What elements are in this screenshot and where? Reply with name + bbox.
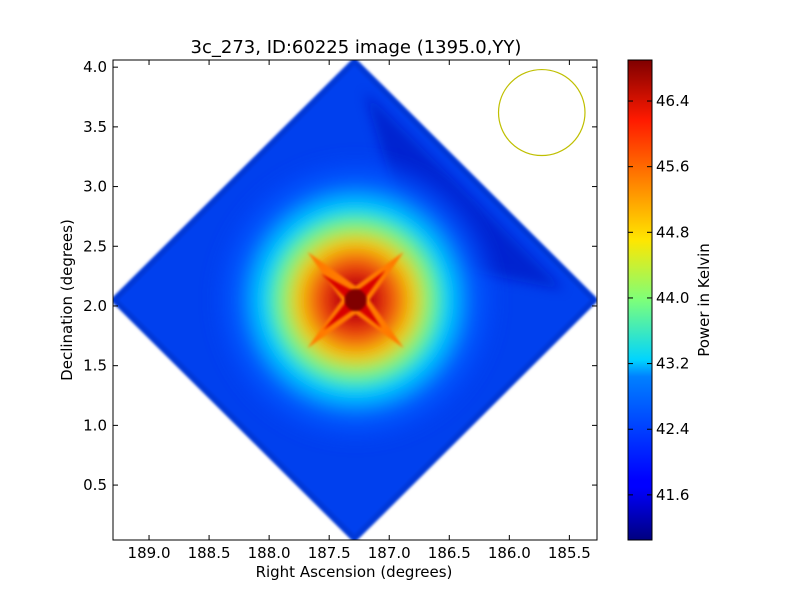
colorbar-tick-label: 41.6: [656, 486, 689, 504]
y-tick-label: 3.0: [83, 178, 107, 196]
x-tick-label: 188.5: [188, 544, 231, 562]
y-tick-label: 3.5: [83, 118, 107, 136]
beam-circle: [497, 68, 586, 157]
y-tick-label: 4.0: [83, 58, 107, 76]
colorbar: 41.6 42.4 43.2 44.0 44.8 45.6 46.4 Power in Ke…: [627, 59, 713, 541]
colorbar-tick-label: 46.4: [656, 92, 689, 110]
colorbar-ticks: 41.6 42.4 43.2 44.0 44.8 45.6 46.4: [628, 92, 689, 504]
x-axis: 189.0 188.5 188.0 187.5 187.0 186.5 186.0 185.5: [128, 60, 591, 562]
x-tick-label: 186.0: [488, 544, 531, 562]
x-tick-label: 189.0: [128, 544, 171, 562]
x-tick-label: 188.0: [248, 544, 291, 562]
x-tick-label: 187.0: [368, 544, 411, 562]
y-tick-label: 1.0: [83, 416, 107, 434]
colorbar-tick-label: 44.8: [656, 223, 689, 241]
x-tick-label: 186.5: [428, 544, 471, 562]
y-tick-label: 2.0: [83, 297, 107, 315]
y-tick-label: 0.5: [83, 476, 107, 494]
y-axis-label: Declination (degrees): [58, 219, 76, 381]
colorbar-tick-label: 44.0: [656, 289, 689, 307]
colorbar-tick-label: 42.4: [656, 420, 689, 438]
colorbar-tick-label: 43.2: [656, 355, 689, 373]
x-tick-label: 185.5: [548, 544, 591, 562]
y-tick-label: 1.5: [83, 357, 107, 375]
y-axis: 0.5 1.0 1.5 2.0 2.5 3.0 3.5 4.0: [83, 58, 597, 494]
source-peak: [344, 289, 367, 311]
colorbar-gradient: [627, 59, 653, 541]
colorbar-tick-label: 45.6: [656, 158, 689, 176]
y-tick-label: 2.5: [83, 237, 107, 255]
x-tick-label: 187.5: [308, 544, 351, 562]
colorbar-label: Power in Kelvin: [695, 243, 713, 357]
plot-frame: [112, 59, 598, 541]
plot-area: [113, 60, 597, 540]
chart-title: 3c_273, ID:60225 image (1395.0,YY): [191, 37, 522, 58]
x-axis-label: Right Ascension (degrees): [256, 563, 453, 581]
sky-image: [113, 60, 597, 540]
